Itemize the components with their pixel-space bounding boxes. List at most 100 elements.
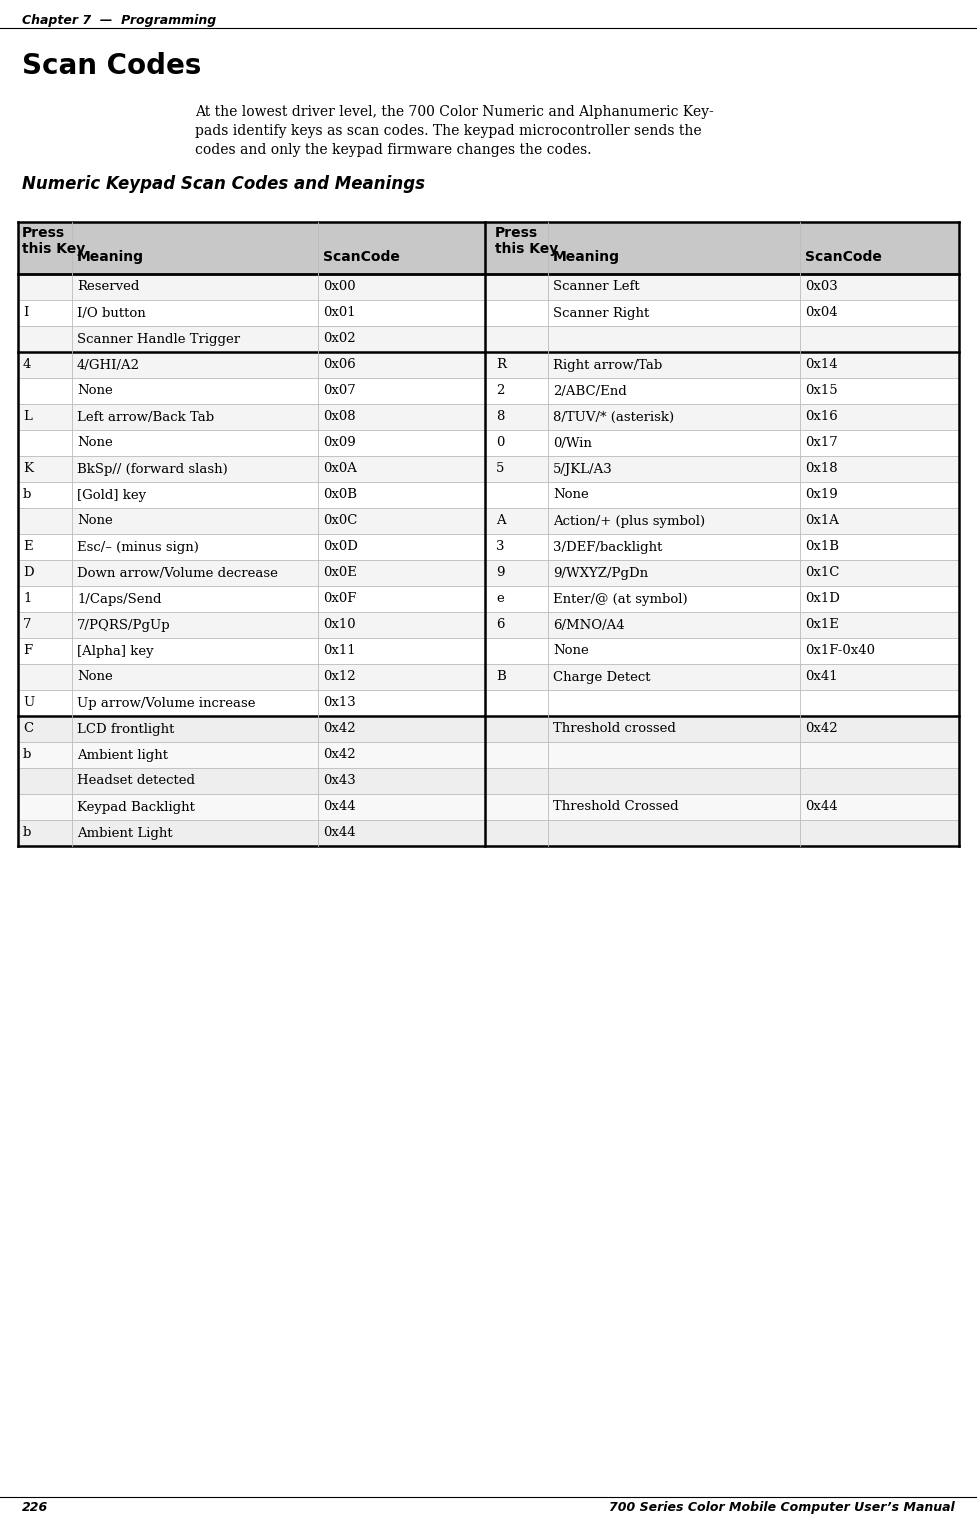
Text: 2/ABC/End: 2/ABC/End: [553, 384, 627, 398]
Text: 9: 9: [496, 567, 504, 580]
Text: 0x44: 0x44: [323, 826, 356, 840]
Text: b: b: [23, 489, 31, 501]
Text: Down arrow/Volume decrease: Down arrow/Volume decrease: [77, 567, 277, 580]
Text: b: b: [23, 826, 31, 840]
Text: Ambient Light: Ambient Light: [77, 826, 173, 840]
Text: F: F: [23, 644, 32, 658]
Text: 0x13: 0x13: [323, 697, 356, 709]
Bar: [18, 352, 959, 378]
Text: 0x02: 0x02: [323, 333, 356, 345]
Text: Ambient light: Ambient light: [77, 749, 168, 761]
Text: 5/JKL/A3: 5/JKL/A3: [553, 462, 613, 475]
Text: 0x18: 0x18: [805, 462, 837, 475]
Text: 0x04: 0x04: [805, 307, 837, 319]
Bar: [18, 561, 959, 586]
Text: None: None: [553, 489, 589, 501]
Text: D: D: [23, 567, 33, 580]
Text: 4/GHI/A2: 4/GHI/A2: [77, 358, 140, 372]
Text: 6: 6: [496, 618, 504, 632]
Text: None: None: [553, 644, 589, 658]
Bar: [18, 664, 959, 690]
Text: At the lowest driver level, the 700 Color Numeric and Alphanumeric Key-: At the lowest driver level, the 700 Colo…: [195, 105, 714, 118]
Text: b: b: [23, 749, 31, 761]
Text: K: K: [23, 462, 33, 475]
Text: None: None: [77, 515, 112, 527]
Text: 0x0A: 0x0A: [323, 462, 357, 475]
Text: 0x08: 0x08: [323, 410, 356, 424]
Text: 4: 4: [23, 358, 31, 372]
Text: 0x03: 0x03: [805, 281, 837, 293]
Text: Action/+ (plus symbol): Action/+ (plus symbol): [553, 515, 705, 527]
Text: 0x12: 0x12: [323, 670, 356, 684]
Text: 0x01: 0x01: [323, 307, 356, 319]
Text: Threshold Crossed: Threshold Crossed: [553, 801, 679, 814]
Text: 226: 226: [22, 1501, 48, 1514]
Text: 7: 7: [23, 618, 31, 632]
Text: pads identify keys as scan codes. The keypad microcontroller sends the: pads identify keys as scan codes. The ke…: [195, 125, 701, 138]
Text: C: C: [23, 723, 33, 735]
Text: 0x1A: 0x1A: [805, 515, 839, 527]
Text: 3: 3: [496, 541, 504, 553]
Text: 0x11: 0x11: [323, 644, 356, 658]
Text: 0x0D: 0x0D: [323, 541, 358, 553]
Text: Threshold crossed: Threshold crossed: [553, 723, 676, 735]
Text: Headset detected: Headset detected: [77, 775, 195, 787]
Text: Chapter 7  —  Programming: Chapter 7 — Programming: [22, 14, 216, 27]
Text: 0x17: 0x17: [805, 436, 837, 450]
Text: 0x42: 0x42: [323, 723, 356, 735]
Text: 0x42: 0x42: [805, 723, 837, 735]
Text: Reserved: Reserved: [77, 281, 140, 293]
Text: 1: 1: [23, 592, 31, 606]
Text: Keypad Backlight: Keypad Backlight: [77, 801, 194, 814]
Text: 0x1E: 0x1E: [805, 618, 839, 632]
Bar: [18, 456, 959, 482]
Text: 0x16: 0x16: [805, 410, 837, 424]
Text: Left arrow/Back Tab: Left arrow/Back Tab: [77, 410, 214, 424]
Bar: [18, 404, 959, 430]
Text: U: U: [23, 697, 34, 709]
Text: 0x41: 0x41: [805, 670, 837, 684]
Text: L: L: [23, 410, 32, 424]
Bar: [18, 690, 959, 715]
Text: Scanner Left: Scanner Left: [553, 281, 640, 293]
Text: 7/PQRS/PgUp: 7/PQRS/PgUp: [77, 618, 171, 632]
Text: 3/DEF/backlight: 3/DEF/backlight: [553, 541, 662, 553]
Text: 5: 5: [496, 462, 504, 475]
Bar: [18, 769, 959, 794]
Text: 0x09: 0x09: [323, 436, 356, 450]
Text: 0x0F: 0x0F: [323, 592, 357, 606]
Text: 0x07: 0x07: [323, 384, 356, 398]
Text: Esc/– (minus sign): Esc/– (minus sign): [77, 541, 199, 553]
Text: None: None: [77, 670, 112, 684]
Text: Meaning: Meaning: [553, 251, 620, 264]
Text: 8: 8: [496, 410, 504, 424]
Text: 1/Caps/Send: 1/Caps/Send: [77, 592, 161, 606]
Text: 0x1F-0x40: 0x1F-0x40: [805, 644, 875, 658]
Text: Numeric Keypad Scan Codes and Meanings: Numeric Keypad Scan Codes and Meanings: [22, 175, 425, 193]
Text: 0x14: 0x14: [805, 358, 837, 372]
Text: 0x19: 0x19: [805, 489, 837, 501]
Bar: [18, 638, 959, 664]
Text: 0x44: 0x44: [323, 801, 356, 814]
Text: codes and only the keypad firmware changes the codes.: codes and only the keypad firmware chang…: [195, 143, 591, 156]
Text: 0x42: 0x42: [323, 749, 356, 761]
Text: LCD frontlight: LCD frontlight: [77, 723, 174, 735]
Text: 6/MNO/A4: 6/MNO/A4: [553, 618, 624, 632]
Text: 0x43: 0x43: [323, 775, 356, 787]
Text: 0x10: 0x10: [323, 618, 356, 632]
Text: Scanner Handle Trigger: Scanner Handle Trigger: [77, 333, 240, 345]
Text: Charge Detect: Charge Detect: [553, 670, 651, 684]
Bar: [18, 222, 959, 273]
Text: 2: 2: [496, 384, 504, 398]
Text: 0: 0: [496, 436, 504, 450]
Text: 8/TUV/* (asterisk): 8/TUV/* (asterisk): [553, 410, 674, 424]
Text: 0x1B: 0x1B: [805, 541, 839, 553]
Text: [Alpha] key: [Alpha] key: [77, 644, 153, 658]
Text: None: None: [77, 436, 112, 450]
Bar: [18, 482, 959, 507]
Text: 0x0C: 0x0C: [323, 515, 358, 527]
Bar: [18, 273, 959, 299]
Text: 0x44: 0x44: [805, 801, 837, 814]
Text: 0x00: 0x00: [323, 281, 356, 293]
Bar: [18, 430, 959, 456]
